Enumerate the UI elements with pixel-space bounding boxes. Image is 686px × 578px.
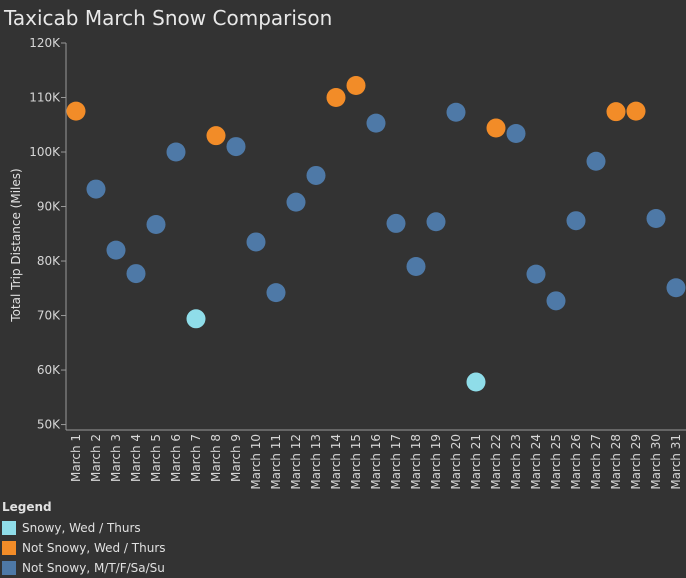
legend-item-snowy-wed-thurs[interactable]: Snowy, Wed / Thurs <box>2 518 166 538</box>
data-points <box>66 76 686 392</box>
x-tick-label: March 14 <box>329 434 343 490</box>
legend-swatch <box>2 541 16 555</box>
y-tick-label: 60K <box>37 363 61 377</box>
legend-swatch <box>2 521 16 535</box>
data-point[interactable] <box>366 113 386 133</box>
data-point[interactable] <box>446 102 466 122</box>
y-tick-label: 100K <box>29 145 61 159</box>
x-tick-label: March 28 <box>609 434 623 490</box>
y-tick-label: 120K <box>29 36 61 50</box>
x-tick-label: March 7 <box>189 434 203 482</box>
data-point[interactable] <box>126 264 146 284</box>
data-point[interactable] <box>326 88 346 108</box>
x-axis: March 1 March 2 March 3 March 4 March 5 March… <box>66 429 686 490</box>
data-point[interactable] <box>266 283 286 303</box>
x-tick-label: March 5 <box>149 434 163 482</box>
x-tick-label: March 24 <box>529 434 543 490</box>
x-tick-label: March 6 <box>169 434 183 482</box>
data-point[interactable] <box>646 209 666 229</box>
legend-label: Not Snowy, Wed / Thurs <box>22 541 166 555</box>
x-tick-label: March 17 <box>389 434 403 490</box>
y-tick-label: 80K <box>37 254 61 268</box>
data-point[interactable] <box>146 215 166 235</box>
x-tick-label: March 15 <box>349 434 363 490</box>
x-tick-label: March 9 <box>229 434 243 482</box>
x-tick-label: March 21 <box>469 434 483 490</box>
y-tick-label: 90K <box>37 200 61 214</box>
data-point[interactable] <box>606 102 626 122</box>
x-tick-label: March 11 <box>269 434 283 490</box>
legend: Legend Snowy, Wed / Thurs Not Snowy, Wed… <box>2 500 166 578</box>
legend-label: Snowy, Wed / Thurs <box>22 521 141 535</box>
data-point[interactable] <box>86 179 106 199</box>
x-tick-label: March 3 <box>109 434 123 482</box>
data-point[interactable] <box>406 256 426 276</box>
data-point[interactable] <box>66 101 86 121</box>
data-point[interactable] <box>486 118 506 138</box>
chart-title: Taxicab March Snow Comparison <box>4 6 333 30</box>
y-tick-label: 110K <box>29 91 61 105</box>
legend-item-not-snowy-wed-thurs[interactable]: Not Snowy, Wed / Thurs <box>2 538 166 558</box>
data-point[interactable] <box>426 212 446 232</box>
data-point[interactable] <box>386 213 406 233</box>
legend-title: Legend <box>2 500 52 514</box>
x-tick-label: March 26 <box>569 434 583 490</box>
x-tick-label: March 18 <box>409 434 423 490</box>
data-point[interactable] <box>626 101 646 121</box>
x-tick-label: March 8 <box>209 434 223 482</box>
data-point[interactable] <box>526 264 546 284</box>
data-point[interactable] <box>566 211 586 231</box>
x-tick-label: March 31 <box>669 434 683 490</box>
x-tick-label: March 13 <box>309 434 323 490</box>
x-tick-label: March 10 <box>249 434 263 490</box>
x-tick-label: March 27 <box>589 434 603 490</box>
legend-swatch <box>2 561 16 575</box>
legend-item-not-snowy-other[interactable]: Not Snowy, M/T/F/Sa/Su <box>2 558 166 578</box>
data-point[interactable] <box>286 192 306 212</box>
data-point[interactable] <box>106 240 126 260</box>
data-point[interactable] <box>186 309 206 329</box>
data-point[interactable] <box>586 151 606 171</box>
x-tick-label: March 4 <box>129 434 143 482</box>
x-tick-label: March 20 <box>449 434 463 490</box>
x-tick-label: March 1 <box>69 434 83 482</box>
data-point[interactable] <box>246 232 266 252</box>
data-point[interactable] <box>666 278 686 298</box>
x-tick-label: March 16 <box>369 434 383 490</box>
data-point[interactable] <box>166 142 186 162</box>
y-tick-label: 50K <box>37 418 61 432</box>
x-tick-label: March 23 <box>509 434 523 490</box>
data-point[interactable] <box>546 291 566 311</box>
x-tick-label: March 25 <box>549 434 563 490</box>
x-tick-label: March 29 <box>629 434 643 490</box>
y-axis: 50K 60K 70K 80K 90K 100K 110K 120K <box>29 36 67 432</box>
x-tick-label: March 30 <box>649 434 663 490</box>
x-tick-label: March 2 <box>89 434 103 482</box>
y-axis-title: Total Trip Distance (Miles) <box>9 168 23 322</box>
legend-label: Not Snowy, M/T/F/Sa/Su <box>22 561 165 575</box>
data-point[interactable] <box>346 76 366 96</box>
data-point[interactable] <box>466 372 486 392</box>
x-tick-label: March 12 <box>289 434 303 490</box>
x-tick-label: March 19 <box>429 434 443 490</box>
data-point[interactable] <box>226 137 246 157</box>
data-point[interactable] <box>306 165 326 185</box>
x-tick-label: March 22 <box>489 434 503 490</box>
y-tick-label: 70K <box>37 309 61 323</box>
data-point[interactable] <box>206 126 226 146</box>
data-point[interactable] <box>506 123 526 143</box>
